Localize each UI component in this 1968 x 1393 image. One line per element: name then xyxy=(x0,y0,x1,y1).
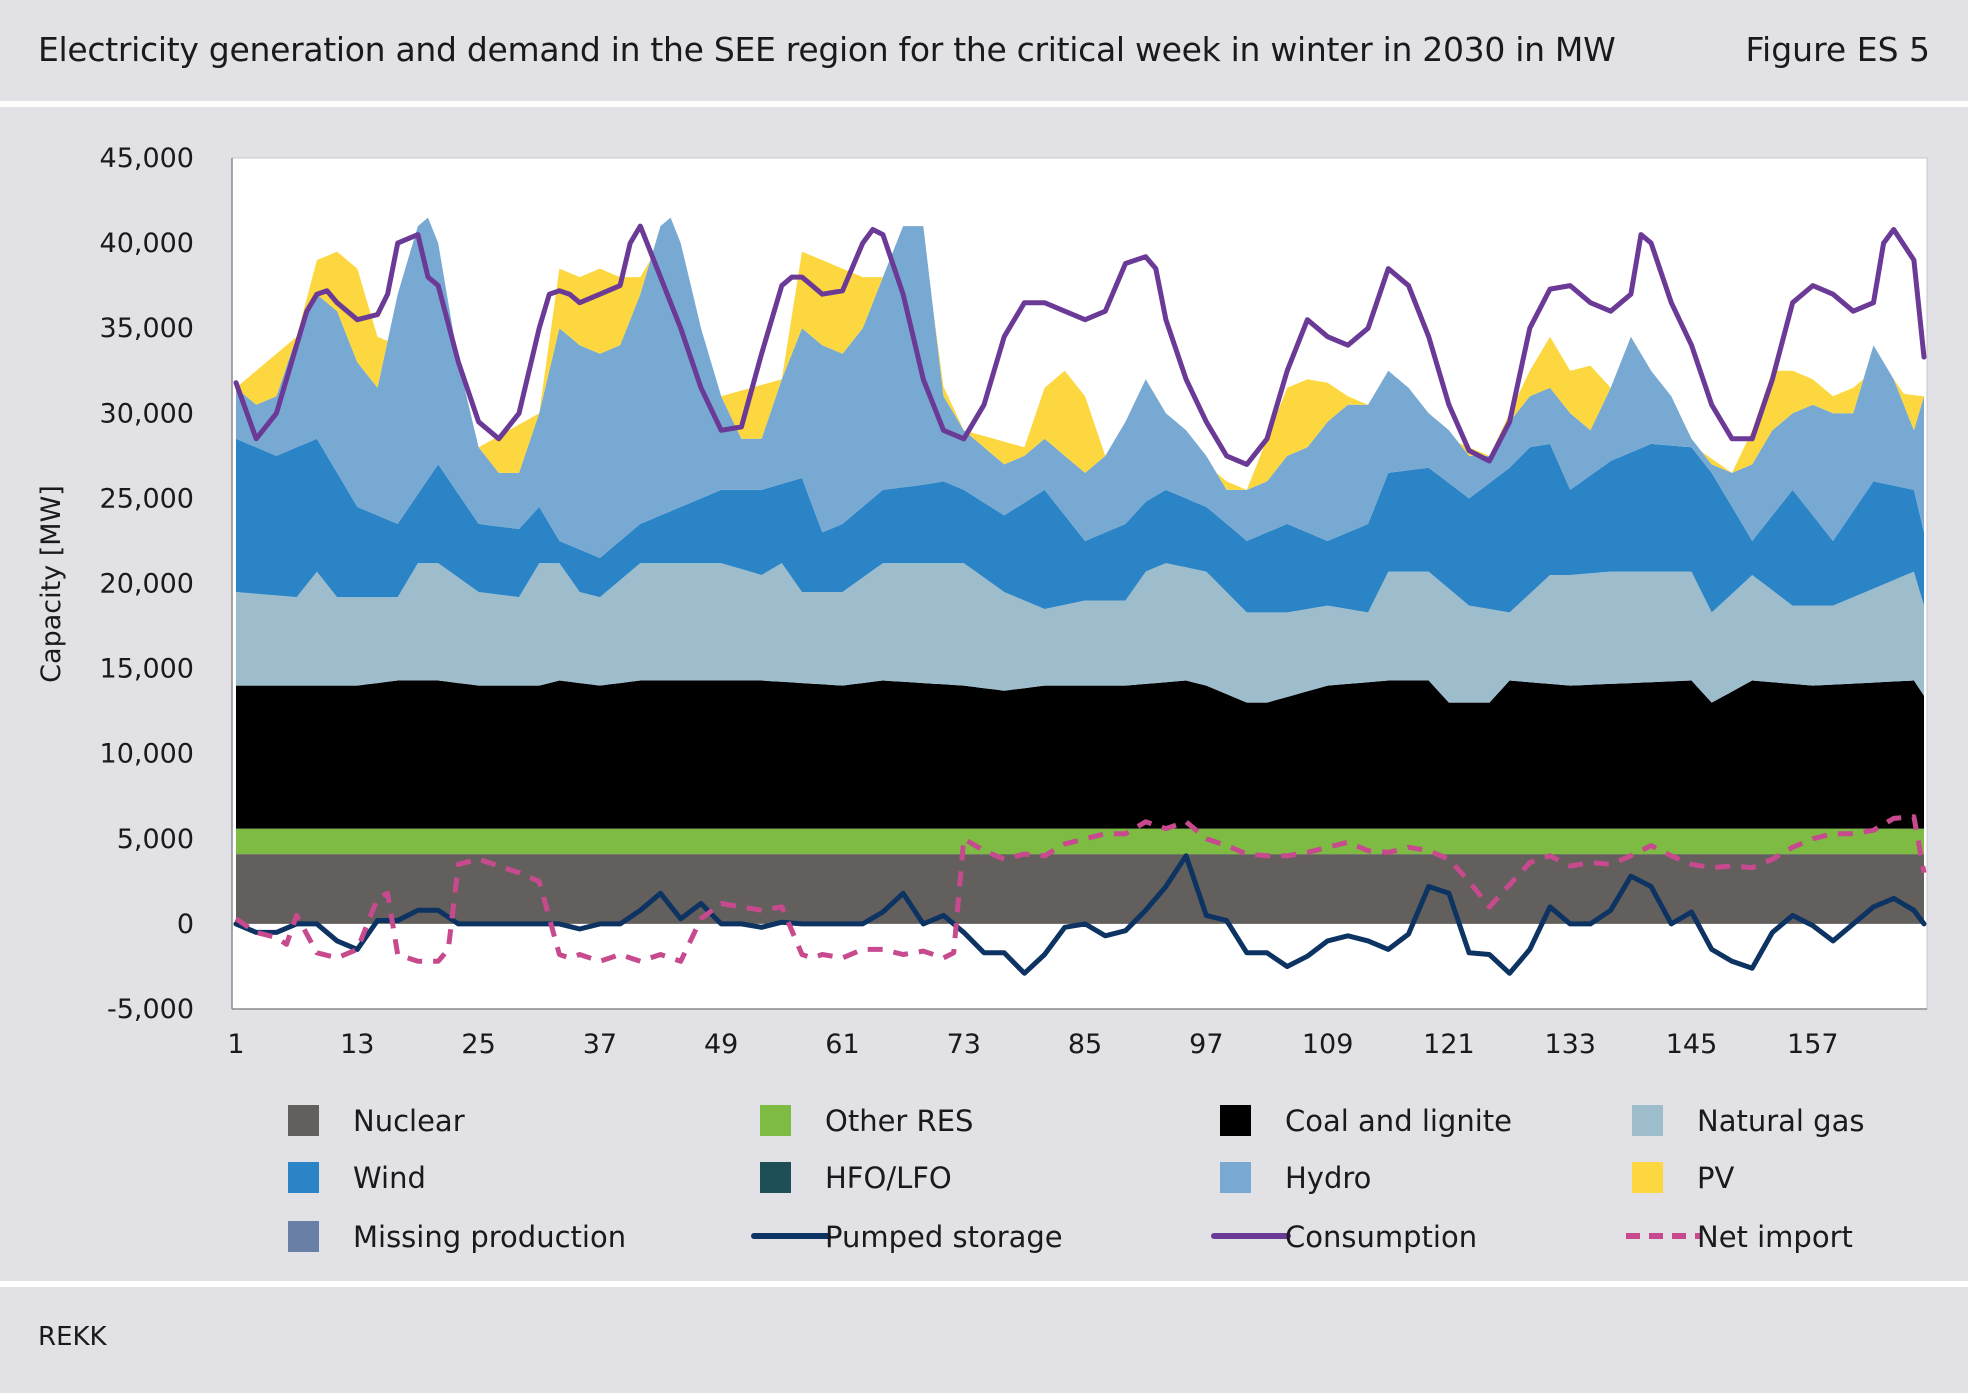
y-tick-label: 30,000 xyxy=(100,398,194,429)
legend-item-missing-production: Missing production xyxy=(288,1220,626,1254)
legend-swatch xyxy=(288,1162,319,1193)
area-wind xyxy=(236,438,1924,613)
legend-label: Pumped storage xyxy=(825,1220,1063,1254)
x-tick-label: 85 xyxy=(1068,1029,1102,1060)
x-tick-label: 145 xyxy=(1666,1029,1718,1060)
legend-item-consumption: Consumption xyxy=(1211,1220,1477,1254)
legend-label: Wind xyxy=(353,1161,426,1195)
y-tick-label: 0 xyxy=(177,909,194,940)
legend-item-nuclear: Nuclear xyxy=(288,1104,465,1138)
x-tick-label: 157 xyxy=(1787,1029,1839,1060)
y-tick-label: 20,000 xyxy=(100,569,194,600)
legend-item-pv: PV xyxy=(1632,1161,1734,1195)
legend: Nuclear Other RES Coal and lignite Natural … xyxy=(288,1104,1864,1254)
legend-swatch xyxy=(1632,1105,1663,1136)
x-tick-label: 61 xyxy=(825,1029,859,1060)
legend-label: Natural gas xyxy=(1697,1104,1864,1138)
legend-item-coal-and-lignite: Coal and lignite xyxy=(1220,1104,1512,1138)
x-tick-labels: 1 13 25 37 49 61 73 85 97 109 121 133 145 157 xyxy=(227,1029,1838,1060)
legend-item-other-res: Other RES xyxy=(760,1104,973,1138)
legend-item-hydro: Hydro xyxy=(1220,1161,1371,1195)
legend-swatch xyxy=(1632,1162,1663,1193)
x-tick-label: 37 xyxy=(583,1029,617,1060)
y-axis-label: Capacity [MW] xyxy=(36,485,67,683)
x-tick-label: 1 xyxy=(227,1029,244,1060)
x-tick-label: 25 xyxy=(461,1029,495,1060)
footer-divider xyxy=(0,1281,1968,1287)
y-tick-label: 35,000 xyxy=(100,313,194,344)
figure-title: Electricity generation and demand in the… xyxy=(38,30,1616,69)
legend-item-net-import: Net import xyxy=(1626,1220,1853,1254)
x-tick-label: 49 xyxy=(704,1029,738,1060)
line-pumped-storage xyxy=(233,853,1927,976)
legend-swatch xyxy=(760,1105,791,1136)
header-divider xyxy=(0,101,1968,107)
y-tick-label: 40,000 xyxy=(100,228,194,259)
area-hydro xyxy=(236,217,1924,558)
figure-header: Electricity generation and demand in the… xyxy=(0,0,1968,101)
legend-swatch xyxy=(1220,1162,1251,1193)
x-tick-label: 121 xyxy=(1423,1029,1475,1060)
legend-item-natural-gas: Natural gas xyxy=(1632,1104,1864,1138)
legend-label: Net import xyxy=(1697,1220,1853,1254)
legend-label: Hydro xyxy=(1285,1161,1371,1195)
y-tick-labels: -5,000 0 5,000 10,000 15,000 20,000 25,000 30,0… xyxy=(100,143,194,1025)
x-tick-label: 97 xyxy=(1189,1029,1223,1060)
legend-item-hfo-lfo: HFO/LFO xyxy=(760,1161,952,1195)
x-tick-label: 109 xyxy=(1302,1029,1354,1060)
legend-label: Other RES xyxy=(825,1104,973,1138)
legend-item-wind: Wind xyxy=(288,1161,426,1195)
area-nuclear xyxy=(236,854,1924,924)
line-layer xyxy=(233,223,1927,976)
legend-swatch xyxy=(760,1162,791,1193)
area-pv xyxy=(236,217,1924,490)
legend-label: HFO/LFO xyxy=(825,1161,952,1195)
x-tick-label: 133 xyxy=(1544,1029,1596,1060)
x-tick-label: 13 xyxy=(340,1029,374,1060)
y-tick-label: 5,000 xyxy=(117,824,194,855)
y-tick-label: 15,000 xyxy=(100,654,194,685)
area-other-res xyxy=(236,828,1924,855)
y-tick-label: 10,000 xyxy=(100,739,194,770)
y-tick-label: -5,000 xyxy=(107,994,194,1025)
y-tick-label: 45,000 xyxy=(100,143,194,174)
figure-number: Figure ES 5 xyxy=(1745,30,1930,69)
legend-label: Consumption xyxy=(1285,1220,1477,1254)
x-tick-label: 73 xyxy=(947,1029,981,1060)
legend-swatch xyxy=(288,1221,319,1252)
legend-label: Coal and lignite xyxy=(1285,1104,1512,1138)
y-tick-label: 25,000 xyxy=(100,483,194,514)
area-coal-and-lignite xyxy=(236,680,1924,829)
line-consumption xyxy=(233,223,1927,467)
legend-label: PV xyxy=(1697,1161,1734,1195)
legend-swatch xyxy=(288,1105,319,1136)
legend-item-pumped-storage: Pumped storage xyxy=(751,1220,1063,1254)
figure-source: REKK xyxy=(38,1322,107,1352)
legend-swatch xyxy=(1220,1105,1251,1136)
area-layer xyxy=(236,217,1924,924)
area-natural-gas xyxy=(236,563,1924,703)
legend-label: Nuclear xyxy=(353,1104,465,1138)
legend-label: Missing production xyxy=(353,1220,626,1254)
